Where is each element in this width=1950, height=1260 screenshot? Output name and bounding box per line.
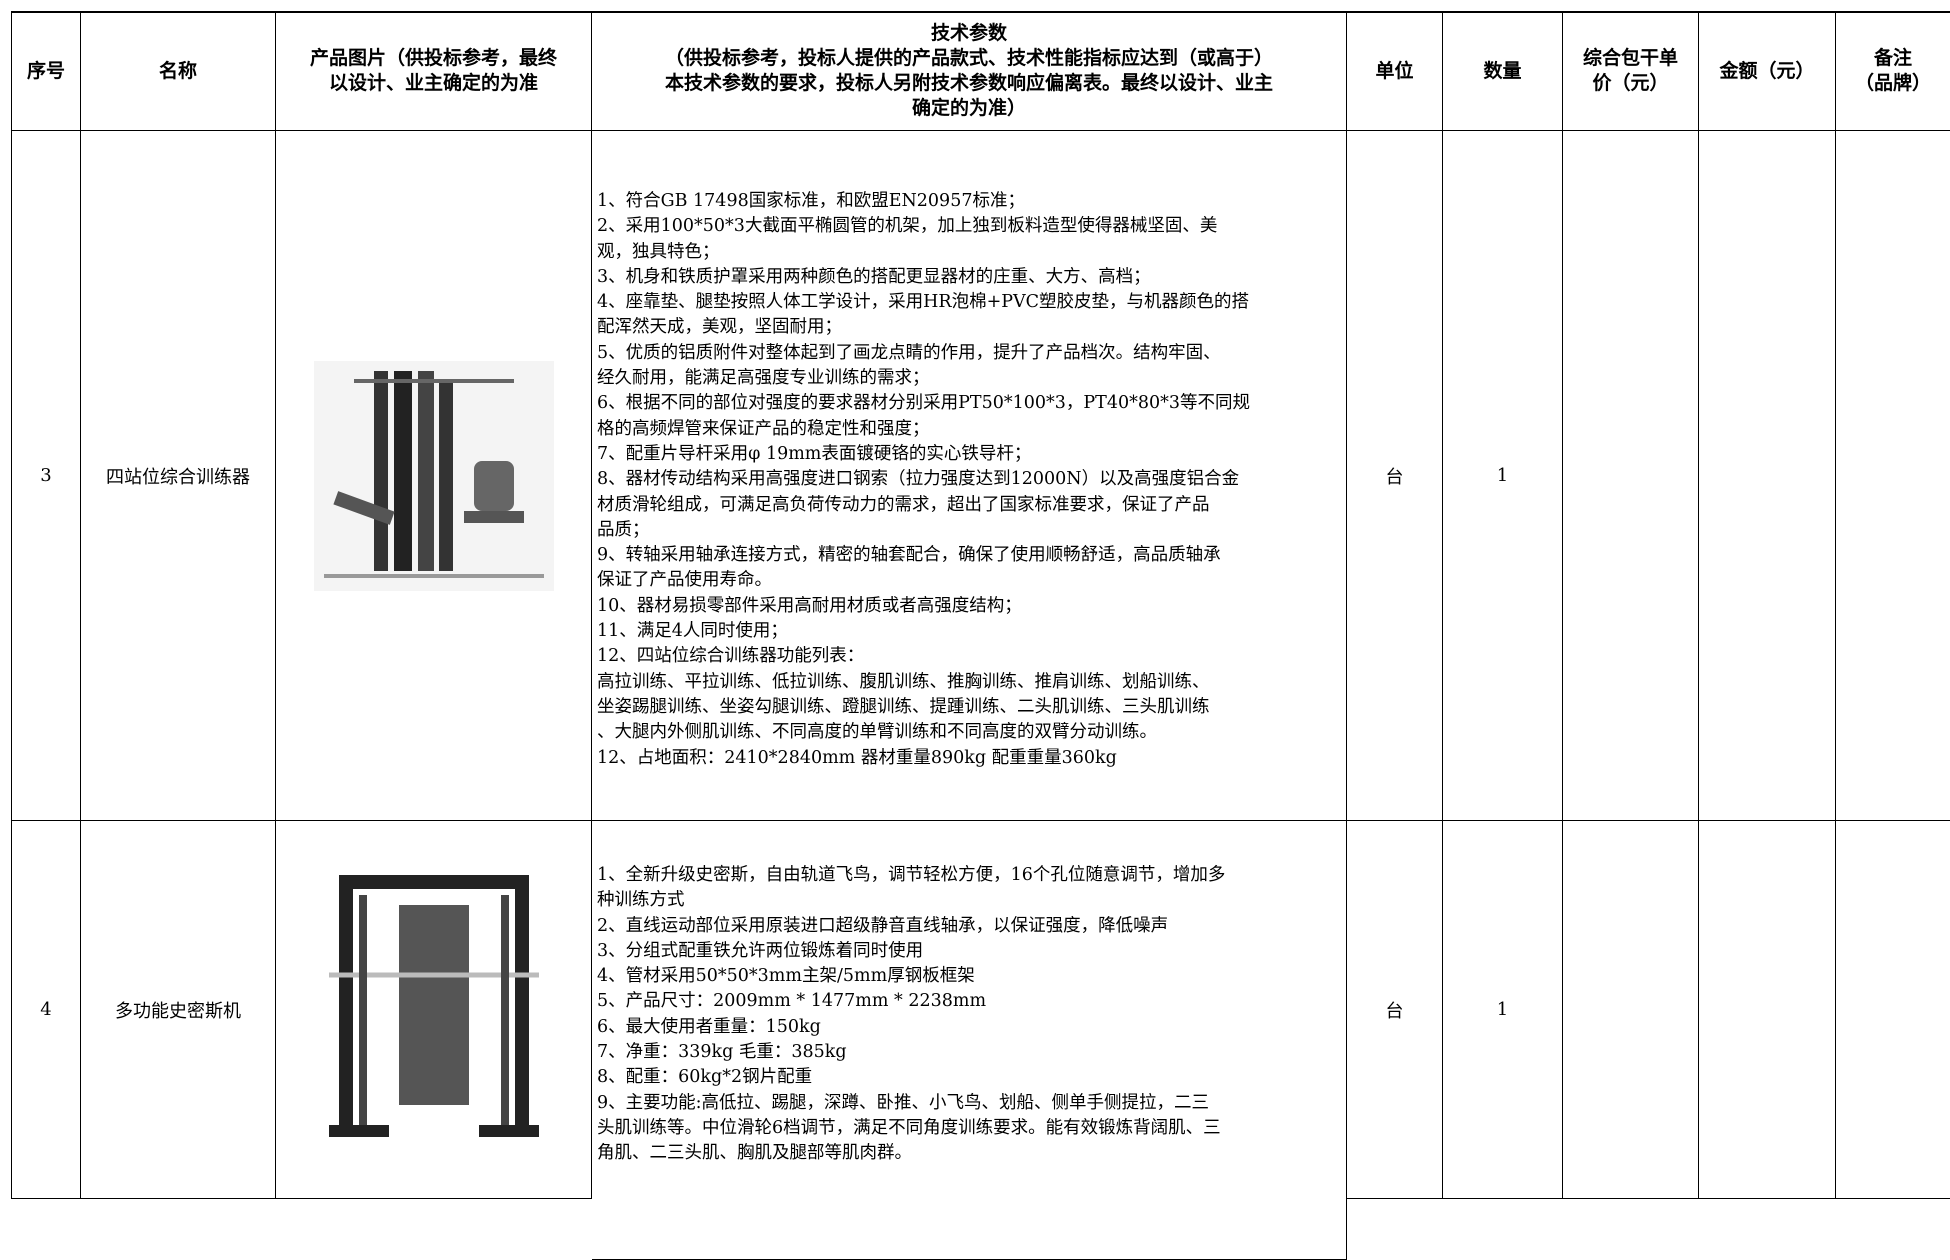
params-cell: 1、全新升级史密斯，自由轨道飞鸟，调节轻松方便，16个孔位随意调节，增加多 种训练… [592, 821, 1347, 1260]
name-cell: 多功能史密斯机 [81, 821, 276, 1199]
name-cell: 四站位综合训练器 [81, 131, 276, 821]
text-line: 以设计、业主确定的为准 [328, 72, 538, 94]
text-line: 9、主要功能:高低拉、踢腿，深蹲、卧推、小飞鸟、划船、侧单手侧提拉，二三 [597, 1092, 1210, 1113]
text-line: 3、分组式配重铁允许两位锻炼着同时使用 [597, 940, 924, 961]
empty-cell [1836, 821, 1950, 1199]
text-line: 1 [1496, 999, 1509, 1020]
text-line: 1、全新升级史密斯，自由轨道飞鸟，调节轻松方便，16个孔位随意调节，增加多 [597, 865, 1226, 885]
product-image [313, 360, 554, 591]
text-line: 单位 [1375, 59, 1414, 82]
text-line: 技术参数 [930, 22, 1007, 44]
header-cell: 备注 （品牌） [1836, 12, 1950, 131]
text-line: 1、符合GB 17498国家标准，和欧盟EN20957标准； [597, 191, 1025, 211]
text-line: 数量 [1483, 59, 1522, 82]
text-line: 台 [1385, 466, 1404, 488]
header-cell: 技术参数 （供投标参考，投标人提供的产品款式、技术性能指标应达到（或高于） 本技术参… [592, 12, 1347, 131]
text-line: 6、根据不同的部位对强度的要求器材分别采用PT50*100*3，PT40*80*… [597, 393, 1251, 414]
header-cell: 序号 [12, 12, 81, 131]
header-cell: 单位 [1347, 12, 1443, 131]
params-cell: 1、符合GB 17498国家标准，和欧盟EN20957标准； 2、采用100*50… [592, 131, 1347, 821]
text-line: 1 [1496, 465, 1509, 486]
text-line: 多功能史密斯机 [115, 1000, 241, 1022]
empty-cell [1699, 131, 1836, 821]
product-image [328, 874, 539, 1137]
text-line: 12、四站位综合训练器功能列表： [597, 646, 865, 667]
empty-cell [1563, 131, 1699, 821]
header-cell: 数量 [1443, 12, 1563, 131]
no-cell: 4 [12, 821, 81, 1199]
text-line: 4 [40, 999, 52, 1020]
text-line: 种训练方式 [597, 890, 685, 911]
text-line: 8、器材传动结构采用高强度进口钢索（拉力强度达到12000N）以及高强度铝合金 [597, 469, 1240, 490]
text-line: 台 [1385, 1000, 1404, 1022]
qty-cell: 1 [1443, 131, 1563, 821]
text-line: （供投标参考，投标人提供的产品款式、技术性能指标应达到（或高于） [664, 47, 1273, 69]
header-cell: 名称 [81, 12, 276, 131]
text-line: 11、满足4人同时使用； [597, 621, 788, 642]
text-line: 角肌、二三头肌、胸肌及腿部等肌肉群。 [597, 1143, 912, 1164]
text-line: 产品图片（供投标参考，最终 [309, 47, 557, 69]
text-line: 3、机身和铁质护罩采用两种颜色的搭配更显器材的庄重、大方、高档； [597, 266, 1151, 287]
text-line: 四站位综合训练器 [106, 466, 250, 488]
unit-cell: 台 [1347, 131, 1443, 821]
text-line: 综合包干单 [1582, 47, 1678, 69]
text-line: 3 [40, 465, 52, 486]
text-line: 5、产品尺寸：2009mm * 1477mm * 2238mm [597, 991, 987, 1012]
border [11, 11, 1950, 13]
text-line: 保证了产品使用寿命。 [597, 570, 772, 591]
unit-cell: 台 [1347, 821, 1443, 1199]
text-line: 6、最大使用者重量：150kg [597, 1016, 821, 1037]
text-line: 材质滑轮组成，可满足高负荷传动力的需求，超出了国家标准要求，保证了产品 [597, 494, 1210, 515]
text-line: 头肌训练等。中位滑轮6档调节，满足不同角度训练要求。能有效锻炼背阔肌、三 [597, 1117, 1221, 1138]
text-line: 价（元） [1592, 72, 1669, 94]
text-line: 坐姿踢腿训练、坐姿勾腿训练、蹬腿训练、提踵训练、二头肌训练、三头肌训练 [597, 696, 1210, 717]
text-line: 5、优质的铝质附件对整体起到了画龙点睛的作用，提升了产品档次。结构牢固、 [597, 342, 1221, 363]
header-cell: 产品图片（供投标参考，最终 以设计、业主确定的为准 [276, 12, 592, 131]
no-cell: 3 [12, 131, 81, 821]
product-image-cell [276, 131, 592, 821]
text-line: 12、占地面积：2410*2840mm 器材重量890kg 配重重量360kg [597, 747, 1117, 768]
text-line: 序号 [26, 59, 65, 82]
text-line: 8、配重：60kg*2钢片配重 [597, 1067, 813, 1088]
text-line: （品牌） [1854, 72, 1931, 94]
text-line: 备注 [1873, 47, 1912, 69]
text-line: 7、净重：339kg 毛重：385kg [597, 1042, 847, 1063]
text-line: 2、直线运动部位采用原装进口超级静音直线轴承，以保证强度，降低噪声 [597, 915, 1169, 936]
text-line: 观，独具特色； [597, 241, 720, 262]
empty-cell [1563, 821, 1699, 1199]
text-line: 金额（元） [1719, 59, 1815, 82]
text-line: 4、管材采用50*50*3mm主架/5mm厚钢板框架 [597, 966, 975, 987]
text-line: 确定的为准） [911, 97, 1026, 119]
qty-cell: 1 [1443, 821, 1563, 1199]
empty-cell [1699, 821, 1836, 1199]
header-cell: 金额（元） [1699, 12, 1836, 131]
border [11, 11, 12, 1199]
text-line: 、大腿内外侧肌训练、不同高度的单臂训练和不同高度的双臂分动训练。 [597, 722, 1157, 743]
page: {"table":{ "header":[["序号"],["名称"],["产品图… [11, 11, 1950, 1260]
text-line: 4、座靠垫、腿垫按照人体工学设计，采用HR泡棉+PVC塑胶皮垫，与机器颜色的搭 [597, 292, 1250, 313]
text-line: 本技术参数的要求，投标人另附技术参数响应偏离表。最终以设计、业主 [664, 72, 1273, 94]
text-line: 格的高频焊管来保证产品的稳定性和强度； [597, 418, 930, 439]
text-line: 品质； [597, 519, 650, 540]
product-image-cell [276, 821, 592, 1199]
header-cell: 综合包干单价（元） [1563, 12, 1699, 131]
text-line: 9、转轴采用轴承连接方式，精密的轴套配合，确保了使用顺畅舒适，高品质轴承 [597, 545, 1221, 566]
text-line: 2、采用100*50*3大截面平椭圆管的机架，加上独到板料造型使得器械坚固、美 [597, 216, 1218, 237]
text-line: 10、器材易损零部件采用高耐用材质或者高强度结构； [597, 595, 1022, 616]
text-line: 经久耐用，能满足高强度专业训练的需求； [597, 368, 930, 389]
empty-cell [1836, 131, 1950, 821]
text-line: 名称 [158, 59, 197, 82]
text-line: 高拉训练、平拉训练、低拉训练、腹肌训练、推胸训练、推肩训练、划船训练、 [597, 671, 1210, 692]
text-line: 7、配重片导杆采用φ 19mm表面镀硬铬的实心铁导杆； [597, 443, 1032, 464]
text-line: 配浑然天成，美观，坚固耐用； [597, 317, 842, 338]
